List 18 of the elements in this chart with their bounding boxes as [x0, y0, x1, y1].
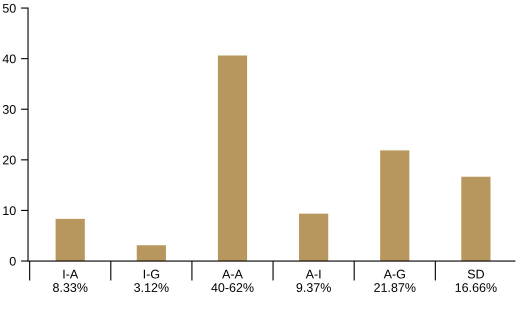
x-tick-label: A-A 40-62% [211, 270, 254, 292]
bar [299, 214, 328, 262]
bar [218, 56, 248, 262]
x-tick-label: I-G 3.12% [134, 270, 169, 292]
y-tick-label: 50 [2, 4, 16, 13]
y-tick-label: 30 [2, 105, 16, 114]
bar [56, 218, 85, 262]
x-tick-label: I-A 8.33% [53, 270, 88, 292]
x-tick-label: A-G 21.87% [374, 270, 416, 292]
y-tick-label: 20 [2, 156, 16, 164]
bar [136, 245, 166, 262]
y-tick-label: 0 [10, 256, 16, 266]
y-tick-label: 40 [2, 54, 16, 64]
y-tick-label: 10 [3, 206, 16, 216]
x-tick-label: A-I 9.37% [296, 270, 331, 292]
bar [380, 150, 410, 262]
bar [461, 176, 491, 262]
x-tick-label: SD 16.66% [456, 270, 497, 292]
